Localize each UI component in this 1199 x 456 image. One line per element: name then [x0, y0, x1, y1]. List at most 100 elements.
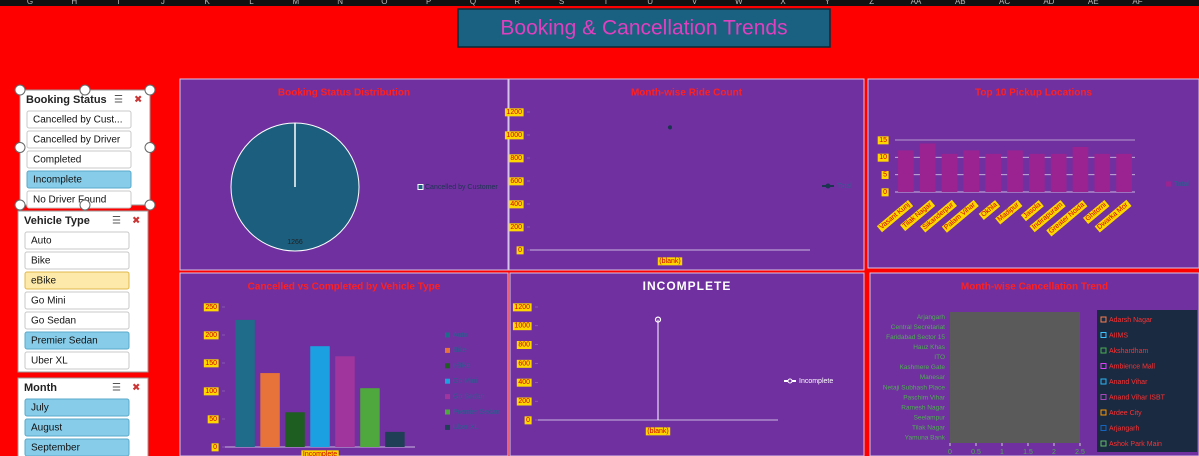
- slicer-item[interactable]: [26, 150, 132, 169]
- clear-filter-icon[interactable]: ✖: [132, 383, 140, 394]
- legend-label: Total: [837, 183, 852, 190]
- selection-handle: [144, 199, 156, 211]
- label: 1000: [506, 132, 522, 139]
- label-background: [516, 378, 532, 387]
- chart-title: Booking Status Distribution: [278, 88, 410, 99]
- slicer-item-label: Incomplete: [33, 175, 82, 186]
- y-category-label: Seelampur: [914, 415, 946, 422]
- bar: [898, 150, 914, 192]
- legend-box: [1097, 310, 1197, 452]
- column-header: L: [249, 0, 254, 6]
- column-header: V: [692, 0, 698, 6]
- multi-select-icon: ☰: [112, 216, 121, 227]
- label: 400: [518, 379, 530, 386]
- column-header: U: [647, 0, 653, 6]
- selection-handle: [14, 84, 26, 96]
- slicer-item[interactable]: [24, 398, 130, 417]
- label-background: [512, 322, 532, 331]
- label-background: [504, 131, 524, 140]
- chart-title: INCOMPLETE: [643, 279, 732, 293]
- legend-label: Go Mini: [453, 378, 478, 385]
- label-background: [508, 177, 524, 186]
- legend-swatch: [445, 378, 450, 384]
- label: 200: [518, 398, 530, 405]
- slicer-item[interactable]: [26, 130, 132, 149]
- label-background: [516, 359, 532, 368]
- y-category-label: Manesar: [920, 374, 946, 381]
- label-background: [1082, 199, 1110, 225]
- y-category-label: Faridabad Sector 15: [886, 334, 945, 341]
- slicer-item-label: Completed: [33, 155, 81, 166]
- multi-select-icon: ☰: [112, 383, 121, 394]
- label-background: [1029, 200, 1066, 233]
- slicer-item-label: Cancelled by Driver: [33, 135, 121, 146]
- label: 50: [209, 416, 217, 423]
- slicer-item[interactable]: [24, 291, 130, 310]
- label-background: [1020, 200, 1044, 222]
- label-background: [900, 199, 936, 232]
- chart-title: Top 10 Pickup Locations: [975, 88, 1092, 99]
- selection-handle: [144, 142, 156, 153]
- column-header: Z: [869, 0, 874, 6]
- legend-marker: [825, 183, 831, 189]
- bar: [385, 431, 405, 447]
- y-category-label: Hauz Khas: [913, 344, 946, 351]
- x-tick-label: 2.5: [1075, 449, 1085, 456]
- legend-label: Uber XL: [453, 424, 479, 431]
- column-header: M: [292, 0, 299, 6]
- bar: [310, 346, 330, 447]
- label-background: [516, 397, 532, 406]
- legend-swatch: [445, 424, 450, 430]
- slicer-item[interactable]: [24, 271, 130, 290]
- label-background: [877, 136, 889, 145]
- slicer-item[interactable]: [26, 170, 132, 189]
- slicer-item[interactable]: [24, 351, 130, 370]
- clear-filter-icon[interactable]: ✖: [134, 95, 142, 106]
- data-label: 1266: [287, 239, 303, 246]
- label: 800: [510, 155, 522, 162]
- label-background: [1094, 199, 1132, 233]
- column-header: T: [603, 0, 608, 6]
- label: 0: [518, 247, 522, 254]
- column-headers: G H I J K L M N O P Q R S T U V W X Y Z AA AB AC AD AE AF: [27, 0, 1143, 6]
- column-header: AD: [1043, 0, 1054, 6]
- slicer-item[interactable]: [26, 190, 132, 209]
- bar: [260, 373, 280, 447]
- slicer-item-label: Go Mini: [31, 296, 65, 307]
- chart-area: [508, 78, 865, 271]
- legend-swatch: [1100, 332, 1107, 338]
- label: 0: [213, 444, 217, 451]
- legend-swatch: [445, 332, 450, 338]
- legend-label: Ambience Mall: [1109, 363, 1155, 370]
- slicer-item[interactable]: [24, 311, 130, 330]
- label: 15: [879, 137, 887, 144]
- clear-filter-icon[interactable]: ✖: [132, 216, 140, 227]
- legend-swatch: [1100, 394, 1107, 400]
- bar: [1050, 153, 1067, 192]
- line-marker: [667, 125, 673, 130]
- selection-handle: [144, 84, 156, 96]
- bar: [941, 153, 958, 192]
- bar: [1028, 153, 1045, 192]
- label-background: [203, 359, 219, 368]
- chart-title: Month-wise Ride Count: [631, 88, 743, 99]
- column-header: X: [780, 0, 786, 6]
- legend-label: Anand Vihar: [1109, 379, 1148, 386]
- slicer-item[interactable]: [24, 331, 130, 350]
- slicer-item[interactable]: [24, 251, 130, 270]
- column-header: J: [161, 0, 165, 6]
- slicer-item[interactable]: [24, 418, 130, 437]
- label-background: [881, 171, 889, 180]
- y-category-label: Ramesh Nagar: [901, 404, 946, 411]
- plot-area: [950, 312, 1080, 443]
- column-header: Y: [825, 0, 831, 6]
- legend-label: Go Sedan: [453, 393, 485, 400]
- legend-label: Total: [1174, 181, 1189, 188]
- column-header: O: [381, 0, 387, 6]
- slicer-item[interactable]: [24, 231, 130, 250]
- dashboard-title: Booking & Cancellation Trends: [500, 17, 787, 40]
- slicer-item[interactable]: [24, 438, 130, 456]
- slicer-title: Vehicle Type: [24, 215, 90, 227]
- legend-swatch: [1100, 316, 1107, 323]
- slicer-item[interactable]: [26, 110, 132, 129]
